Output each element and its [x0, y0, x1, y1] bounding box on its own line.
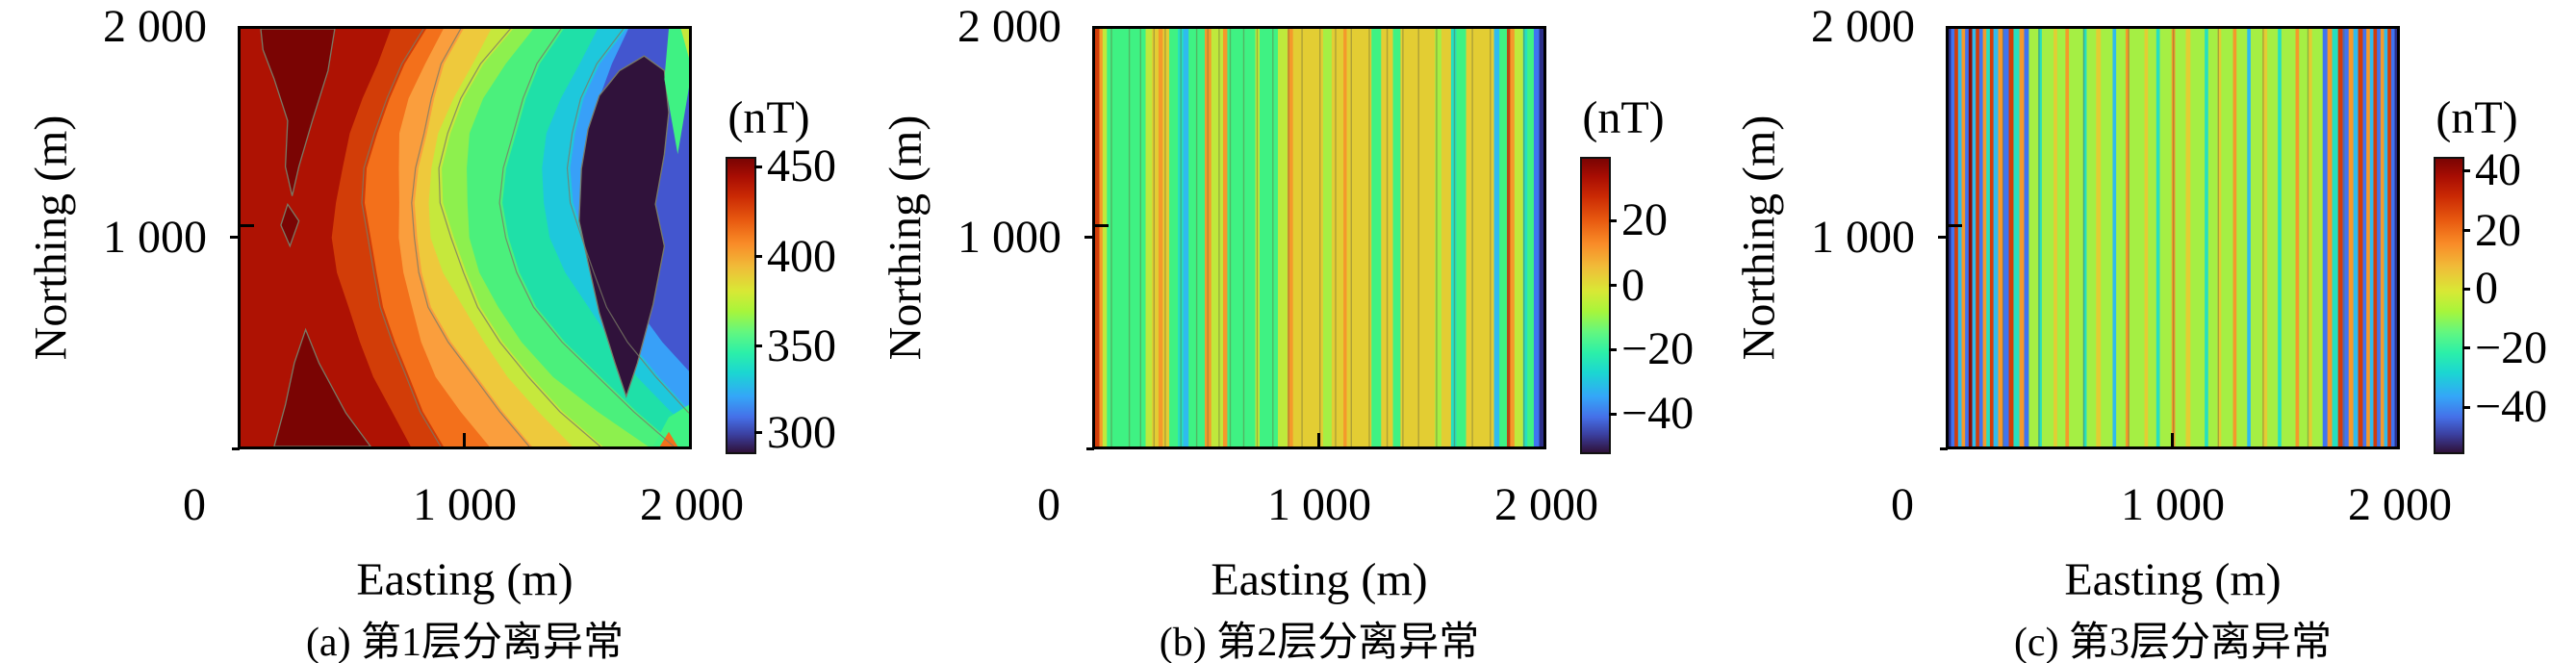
y-axis-tick-1000: [241, 224, 254, 227]
colorbar-c: [2434, 157, 2464, 454]
y-tick-2000: 2 000: [103, 1, 207, 52]
x-axis-tick-1000: [1317, 433, 1320, 446]
colorbar-tickmark: [2462, 169, 2470, 172]
colorbar-b: [1580, 157, 1611, 454]
colorbar-a: [726, 157, 756, 454]
x-tick-0: 0: [1037, 479, 1060, 530]
colorbar-tick-label: 20: [2475, 205, 2521, 256]
colorbar-tick-label: 300: [767, 407, 836, 458]
caption-c: (c) 第3层分离异常: [2013, 621, 2333, 663]
colorbar-tickmark: [754, 255, 762, 258]
y-tick-2000: 2 000: [1811, 1, 1915, 52]
caption-a: (a) 第1层分离异常: [305, 621, 625, 663]
colorbar-tickmark: [1609, 413, 1617, 416]
colorbar-tickmark: [1609, 284, 1617, 287]
x-tick-2000: 2 000: [2348, 479, 2452, 530]
x-tick-1000: 1 000: [1267, 479, 1371, 530]
colorbar-tickmark: [754, 431, 762, 434]
x-axis-tick-1000: [463, 433, 466, 446]
x-tick-0: 0: [1891, 479, 1914, 530]
colorbar-tick-label: −40: [2475, 381, 2548, 432]
colorbar-tickmark: [2462, 288, 2470, 291]
colorbar-unit-a: (nT): [727, 92, 810, 143]
y-tick-1000: 1 000: [1811, 212, 1915, 263]
stripe-plot-c: [1946, 26, 2400, 449]
colorbar-tickmark: [754, 344, 762, 347]
colorbar-tick-label: −40: [1621, 388, 1695, 439]
y-axis-outer-tick-1000: [230, 236, 238, 239]
colorbar-tickmark: [1609, 348, 1617, 351]
stripe-plot-b: [1092, 26, 1546, 449]
x-tick-1000: 1 000: [2121, 479, 2225, 530]
colorbar-tick-label: 350: [767, 320, 836, 371]
x-axis-label: Easting (m): [1211, 554, 1428, 605]
y-tick-2000: 2 000: [957, 1, 1061, 52]
y-axis-outer-tick-1000: [1084, 236, 1092, 239]
panel-b: Northing (m) 2 000 1 000 0 1 000 2 000 E…: [880, 0, 1727, 663]
colorbar-tickmark: [2462, 346, 2470, 349]
y-axis-tick-1000: [1949, 224, 1962, 227]
colorbar-tick-label: −20: [2475, 322, 2548, 373]
colorbar-unit-b: (nT): [1582, 92, 1665, 143]
x-tick-2000: 2 000: [640, 479, 744, 530]
colorbar-tick-label: 40: [2475, 144, 2521, 195]
x-axis-tick-1000: [2171, 433, 2174, 446]
y-tick-1000: 1 000: [103, 212, 207, 263]
colorbar-tickmark: [2462, 229, 2470, 232]
y-tick-1000: 1 000: [957, 212, 1061, 263]
x-tick-2000: 2 000: [1494, 479, 1598, 530]
colorbar-tick-label: 20: [1621, 194, 1668, 245]
colorbar-tickmark: [2462, 406, 2470, 409]
colorbar-tick-label: −20: [1621, 323, 1695, 374]
colorbar-tick-label: 450: [767, 140, 836, 191]
y-axis-tick-1000: [1095, 224, 1109, 227]
panel-a: Northing (m) 2 000 1 000 0 1 000 2 000 E…: [26, 0, 873, 663]
x-tick-0: 0: [183, 479, 206, 530]
x-axis-label: Easting (m): [356, 554, 574, 605]
y-axis-outer-tick-1000: [1938, 236, 1946, 239]
caption-b: (b) 第2层分离异常: [1159, 621, 1480, 663]
colorbar-tick-label: 0: [1621, 260, 1645, 311]
colorbar-tick-label: 0: [2475, 263, 2498, 314]
colorbar-unit-c: (nT): [2436, 92, 2518, 143]
x-axis-outer-tick-0: [1086, 447, 1094, 450]
colorbar-tick-label: 400: [767, 231, 836, 282]
x-axis-label: Easting (m): [2064, 554, 2282, 605]
colorbar-tickmark: [1609, 219, 1617, 222]
contour-plot-a: [238, 26, 692, 449]
x-tick-1000: 1 000: [413, 479, 517, 530]
x-axis-outer-tick-0: [232, 447, 240, 450]
panel-c: Northing (m) 2 000 1 000 0 1 000 2 000 E…: [1734, 0, 2576, 663]
colorbar-tickmark: [754, 166, 762, 168]
x-axis-outer-tick-0: [1940, 447, 1948, 450]
